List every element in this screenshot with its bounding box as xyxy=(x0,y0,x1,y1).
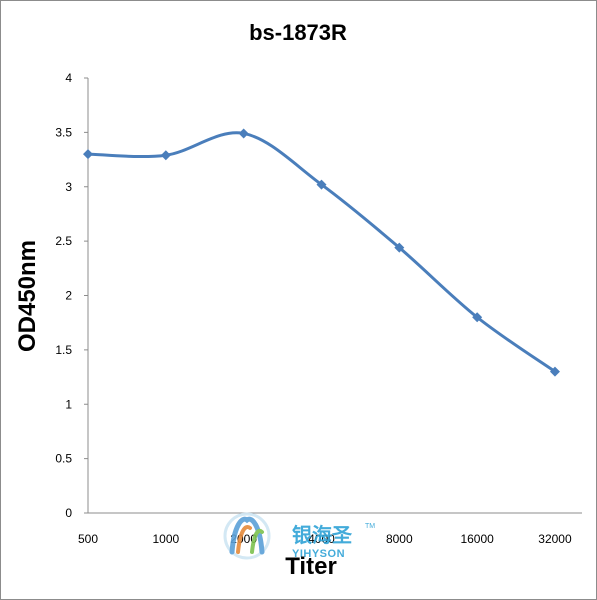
x-tick-label: 2000 xyxy=(230,532,257,546)
x-tick-label: 32000 xyxy=(538,532,572,546)
watermark-english: YIHYSON xyxy=(292,548,345,560)
x-ticks: 500 1000 2000 4000 8000 16000 32000 xyxy=(78,532,572,546)
x-tick-label: 1000 xyxy=(152,532,179,546)
y-tick-label: 0.5 xyxy=(55,452,72,466)
y-tick-label: 3.5 xyxy=(55,125,72,139)
x-tick-label: 16000 xyxy=(460,532,494,546)
y-tick-label: 3 xyxy=(65,180,72,194)
series-markers xyxy=(83,128,560,377)
x-tick-label: 500 xyxy=(78,532,98,546)
data-point-marker xyxy=(316,179,327,190)
x-tick-label: 4000 xyxy=(308,532,335,546)
logo-emblem xyxy=(223,512,271,560)
y-tick-label: 2.5 xyxy=(55,234,72,248)
data-point-marker xyxy=(549,366,560,377)
data-point-marker xyxy=(472,312,483,323)
y-tick-label: 0 xyxy=(65,506,72,520)
data-point-marker xyxy=(394,242,405,253)
x-axis-title: Titer xyxy=(285,553,337,580)
x-tick-label: 8000 xyxy=(386,532,413,546)
watermark-logo: 银海圣 TM YIHYSON xyxy=(223,512,375,560)
y-tick-label: 1.5 xyxy=(55,343,72,357)
y-tick-label: 2 xyxy=(65,289,72,303)
data-point-marker xyxy=(83,149,93,160)
watermark-chinese: 银海圣 xyxy=(292,523,353,547)
y-tick-label: 4 xyxy=(65,71,72,85)
series-line xyxy=(86,131,557,374)
y-ticks: 0 0.5 1 1.5 2 2.5 3 3.5 4 xyxy=(55,71,88,520)
data-point-marker xyxy=(160,150,171,161)
watermark-tm: TM xyxy=(365,523,375,530)
y-tick-label: 1 xyxy=(65,397,72,411)
y-axis-title: OD450nm xyxy=(14,240,41,352)
chart-title: bs-1873R xyxy=(249,20,347,45)
data-point-marker xyxy=(238,128,249,139)
